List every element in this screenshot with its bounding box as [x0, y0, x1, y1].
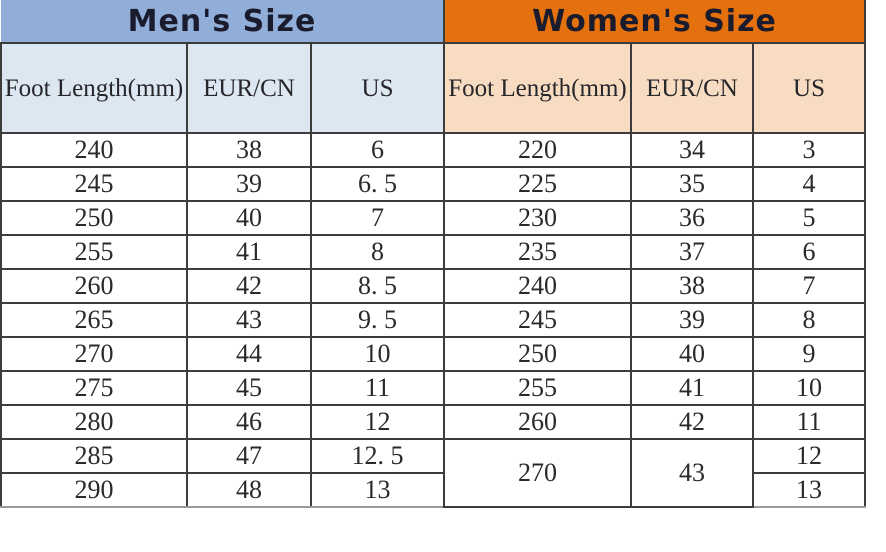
women-eur-cell: 36: [630, 200, 754, 236]
men-eur-cell: 46: [186, 404, 312, 440]
women-foot-cell: 240: [443, 268, 632, 304]
men-foot-cell: 245: [0, 166, 188, 202]
women-us-cell: 12: [752, 438, 866, 474]
table-row: 255 41 8 235 37 6: [0, 234, 866, 270]
women-us-cell: 11: [752, 404, 866, 440]
men-col-eur-cn: EUR/CN: [186, 42, 312, 134]
women-foot-cell: 245: [443, 302, 632, 338]
men-us-cell: 12: [310, 404, 445, 440]
men-eur-cell: 39: [186, 166, 312, 202]
table-row: 285 47 12. 5 270 43 12: [0, 438, 866, 508]
men-us-cell: 6. 5: [310, 166, 445, 202]
men-foot-cell: 270: [0, 336, 188, 372]
table-row: 250 40 7 230 36 5: [0, 200, 866, 236]
men-eur-cell: 40: [186, 200, 312, 236]
women-us-cell: 9: [752, 336, 866, 372]
women-us-cell: 4: [752, 166, 866, 202]
men-eur-cell: 43: [186, 302, 312, 338]
women-us-cell: 6: [752, 234, 866, 270]
men-us-cell: 7: [310, 200, 445, 236]
table-row: 265 43 9. 5 245 39 8: [0, 302, 866, 338]
men-eur-cell: 47: [186, 438, 312, 474]
men-us-cell: 10: [310, 336, 445, 372]
men-foot-cell: 290: [0, 472, 188, 508]
men-foot-cell: 285: [0, 438, 188, 474]
column-header-row: Foot Length(mm) EUR/CN US Foot Length(mm…: [0, 42, 866, 134]
women-foot-cell: 235: [443, 234, 632, 270]
men-us-cell: 13: [310, 472, 445, 508]
women-foot-cell: 230: [443, 200, 632, 236]
men-us-cell: 11: [310, 370, 445, 406]
women-eur-cell: 39: [630, 302, 754, 338]
women-us-cell: 7: [752, 268, 866, 304]
men-foot-cell: 250: [0, 200, 188, 236]
table-row: 260 42 8. 5 240 38 7: [0, 268, 866, 304]
table-row: 275 45 11 255 41 10: [0, 370, 866, 406]
women-us-cell: 10: [752, 370, 866, 406]
men-eur-cell: 41: [186, 234, 312, 270]
men-col-us: US: [310, 42, 445, 134]
women-size-title: Women's Size: [443, 0, 866, 44]
women-foot-cell-merged: 270: [443, 438, 632, 508]
women-foot-cell: 260: [443, 404, 632, 440]
women-foot-cell: 255: [443, 370, 632, 406]
men-foot-cell: 240: [0, 132, 188, 168]
women-us-cell: 13: [752, 472, 866, 508]
men-eur-cell: 44: [186, 336, 312, 372]
table-row: 240 38 6 220 34 3: [0, 132, 866, 168]
women-col-foot-length: Foot Length(mm): [443, 42, 632, 134]
women-eur-cell: 41: [630, 370, 754, 406]
men-us-cell: 12. 5: [310, 438, 445, 474]
men-eur-cell: 42: [186, 268, 312, 304]
women-eur-cell: 42: [630, 404, 754, 440]
men-us-cell: 9. 5: [310, 302, 445, 338]
women-eur-cell: 34: [630, 132, 754, 168]
women-col-us: US: [752, 42, 866, 134]
women-eur-cell: 35: [630, 166, 754, 202]
table-row: 270 44 10 250 40 9: [0, 336, 866, 372]
men-eur-cell: 45: [186, 370, 312, 406]
women-eur-cell: 40: [630, 336, 754, 372]
table-row: 280 46 12 260 42 11: [0, 404, 866, 440]
men-foot-cell: 280: [0, 404, 188, 440]
women-foot-cell: 225: [443, 166, 632, 202]
men-us-cell: 6: [310, 132, 445, 168]
women-us-cell: 8: [752, 302, 866, 338]
men-foot-cell: 260: [0, 268, 188, 304]
women-foot-cell: 250: [443, 336, 632, 372]
men-col-foot-length: Foot Length(mm): [0, 42, 188, 134]
men-foot-cell: 255: [0, 234, 188, 270]
men-us-cell: 8: [310, 234, 445, 270]
women-eur-cell: 37: [630, 234, 754, 270]
men-eur-cell: 38: [186, 132, 312, 168]
men-foot-cell: 265: [0, 302, 188, 338]
women-us-cell: 3: [752, 132, 866, 168]
table-row: 290 48 13 13: [0, 472, 866, 508]
women-col-eur-cn: EUR/CN: [630, 42, 754, 134]
men-size-title: Men's Size: [1, 0, 445, 44]
men-eur-cell: 48: [186, 472, 312, 508]
table-row: 245 39 6. 5 225 35 4: [0, 166, 866, 202]
shoe-size-conversion-table: Men's Size Women's Size Foot Length(mm) …: [0, 0, 866, 508]
women-eur-cell-merged: 43: [630, 438, 754, 508]
women-foot-cell: 220: [443, 132, 632, 168]
section-title-row: Men's Size Women's Size: [1, 0, 866, 44]
women-us-cell: 5: [752, 200, 866, 236]
men-foot-cell: 275: [0, 370, 188, 406]
men-us-cell: 8. 5: [310, 268, 445, 304]
women-eur-cell: 38: [630, 268, 754, 304]
